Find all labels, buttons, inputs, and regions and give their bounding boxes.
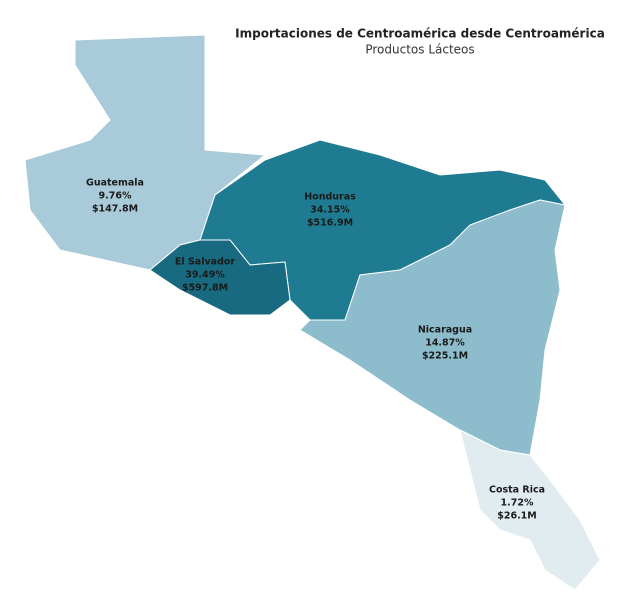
region (149, 239, 291, 316)
region-name: Guatemala (86, 178, 144, 189)
region-amount: $597.8M (182, 283, 228, 294)
region-name: Nicaragua (418, 325, 472, 336)
region-amount: $147.8M (92, 204, 138, 215)
region-percent: 9.76% (99, 191, 132, 202)
region-percent: 14.87% (425, 338, 465, 349)
map-subtitle: Productos Lácteos (365, 43, 474, 57)
map-title: Importaciones de Centroamérica desde Cen… (235, 27, 605, 41)
region-percent: 34.15% (310, 205, 350, 216)
region-name: Costa Rica (489, 485, 545, 496)
region (459, 429, 601, 591)
region-name: El Salvador (175, 257, 235, 268)
region-name: Honduras (304, 192, 356, 203)
region-amount: $516.9M (307, 218, 353, 229)
region-amount: $26.1M (497, 511, 537, 522)
region-percent: 39.49% (185, 270, 225, 281)
region-percent: 1.72% (501, 498, 534, 509)
region-amount: $225.1M (422, 351, 468, 362)
